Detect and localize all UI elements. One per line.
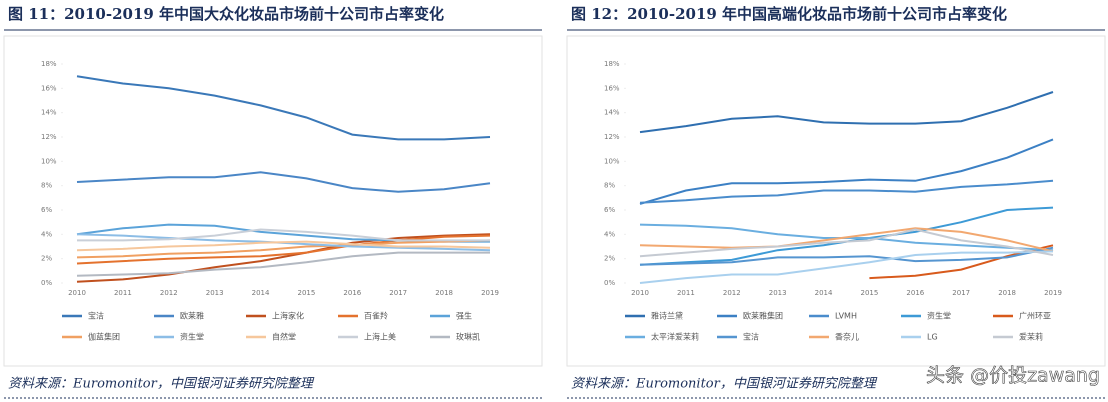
y-tick-label: 10% [604, 157, 620, 165]
chart-title: 图 11：2010-2019 年中国大众化妆品市场前十公司市占率变化 [8, 5, 444, 23]
x-tick-label: 2018 [998, 289, 1016, 297]
legend-label: 广州环亚 [1019, 311, 1051, 321]
series-line [76, 233, 491, 283]
legend-label: 宝洁 [743, 332, 759, 342]
watermark: 头条 @价投zawang [926, 365, 1100, 387]
y-tick-label: 16% [41, 84, 57, 92]
legend-label: LVMH [835, 312, 857, 321]
legend-label: 百雀羚 [364, 311, 388, 321]
legend-label: 伽蓝集团 [88, 332, 120, 342]
legend-label: 上海上美 [364, 332, 396, 342]
series-line [77, 228, 490, 242]
y-tick-label: 6% [604, 206, 615, 214]
chart-frame [3, 35, 543, 367]
series-line [76, 240, 491, 252]
legend-label: 自然堂 [272, 332, 296, 342]
y-tick-label: 10% [41, 157, 57, 165]
legend-label: 资生堂 [180, 332, 204, 342]
y-tick-label: 8% [41, 182, 52, 190]
x-tick-label: 2013 [206, 289, 224, 297]
series-line [76, 239, 491, 259]
y-tick-label: 18% [41, 60, 57, 68]
x-tick-label: 2017 [952, 289, 970, 297]
y-tick-label: 14% [604, 109, 620, 117]
series-line [76, 234, 491, 265]
legend-label: 爱茉莉 [1019, 332, 1043, 342]
x-tick-label: 2014 [252, 289, 270, 297]
x-tick-label: 2016 [343, 289, 361, 297]
series-line [639, 91, 1054, 134]
source-note: 资料来源：Euromonitor，中国银河证券研究院整理 [571, 376, 878, 392]
x-tick-label: 2012 [723, 289, 741, 297]
y-tick-label: 18% [604, 60, 620, 68]
y-tick-label: 14% [41, 109, 57, 117]
x-tick-label: 2011 [114, 289, 132, 297]
y-tick-label: 0% [41, 279, 52, 287]
x-tick-label: 2019 [1044, 289, 1062, 297]
series-line [639, 179, 1054, 204]
chart-frame [566, 35, 1106, 367]
legend-label: 太平洋爱茉莉 [651, 332, 699, 342]
y-tick-label: 2% [604, 255, 615, 263]
series-line [639, 246, 1054, 266]
x-tick-label: 2018 [435, 289, 453, 297]
x-tick-label: 2012 [160, 289, 178, 297]
series-line [639, 227, 1054, 253]
x-tick-label: 2019 [481, 289, 499, 297]
y-tick-label: 12% [604, 133, 620, 141]
y-tick-label: 12% [41, 133, 57, 141]
source-note: 资料来源：Euromonitor，中国银河证券研究院整理 [8, 376, 315, 392]
series-line [639, 138, 1054, 205]
series-line [76, 251, 490, 277]
legend-label: 欧莱雅集团 [743, 311, 783, 321]
legend-label: 宝洁 [88, 311, 104, 321]
legend-label: LG [927, 333, 938, 342]
y-tick-label: 2% [41, 255, 52, 263]
legend-label: 玫琳凯 [456, 332, 480, 342]
x-tick-label: 2010 [68, 289, 86, 297]
x-tick-label: 2015 [861, 289, 879, 297]
x-tick-label: 2010 [631, 289, 649, 297]
x-tick-label: 2015 [298, 289, 316, 297]
legend-label: 上海家化 [272, 311, 304, 321]
x-tick-label: 2013 [769, 289, 787, 297]
series-line [76, 75, 491, 141]
legend-label: 资生堂 [927, 311, 951, 321]
legend-label: 雅诗兰黛 [651, 311, 683, 321]
y-tick-label: 8% [604, 182, 615, 190]
x-tick-label: 2011 [677, 289, 695, 297]
y-tick-label: 4% [604, 230, 615, 238]
y-tick-label: 16% [604, 84, 620, 92]
series-line [639, 250, 1054, 284]
x-tick-label: 2016 [906, 289, 924, 297]
x-tick-label: 2014 [815, 289, 833, 297]
y-tick-label: 0% [604, 279, 615, 287]
legend-label: 香奈儿 [835, 332, 859, 342]
legend-label: 强生 [456, 311, 472, 321]
chart-title: 图 12：2010-2019 年中国高端化妆品市场前十公司市占率变化 [571, 5, 1007, 23]
x-tick-label: 2017 [389, 289, 407, 297]
y-tick-label: 4% [41, 230, 52, 238]
series-line [76, 171, 491, 193]
series-line [639, 228, 1054, 258]
legend-label: 欧莱雅 [180, 311, 204, 321]
y-tick-label: 6% [41, 206, 52, 214]
